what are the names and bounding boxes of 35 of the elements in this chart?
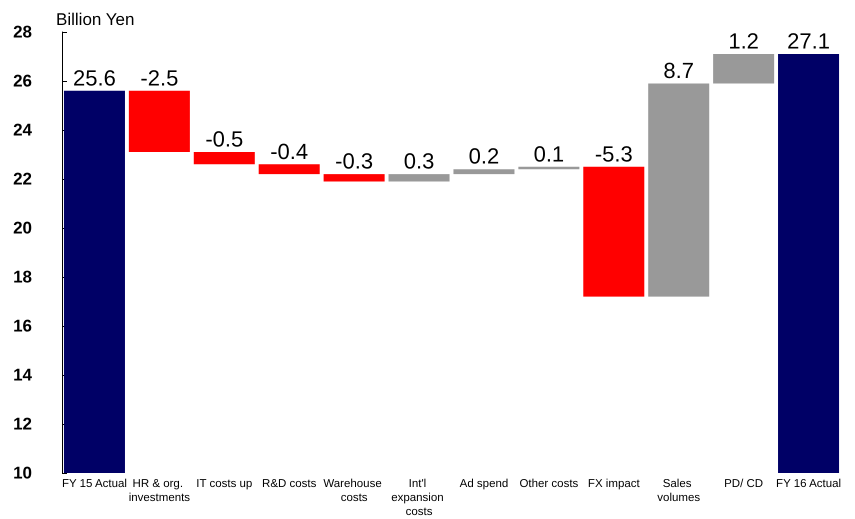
x-tick-label: FX impact — [588, 478, 640, 490]
x-tick-label: Ad spend — [460, 478, 508, 490]
data-label: 0.2 — [468, 144, 500, 169]
y-axis-title: Billion Yen — [56, 10, 134, 29]
y-tick-label: 12 — [13, 414, 32, 434]
y-tick-label: 20 — [13, 218, 32, 238]
x-tick-label: Sales volumes — [657, 478, 700, 504]
y-tick-label: 14 — [13, 366, 33, 384]
x-tick-label: FY 16 Actual — [776, 478, 842, 490]
data-label: 25.6 — [73, 65, 116, 90]
data-label: -0.3 — [335, 148, 374, 174]
x-tick-label: IT costs up — [196, 478, 252, 490]
x-tick-label: Int'l expansion costs — [391, 478, 447, 518]
data-label: -2.5 — [140, 65, 178, 90]
x-tick-label: Other costs — [519, 478, 579, 490]
x-tick-label: R&D costs — [262, 478, 317, 490]
data-label: 8.7 — [663, 58, 694, 83]
data-label: 0.3 — [404, 148, 434, 174]
x-tick-label: HR & org. investments — [128, 478, 190, 504]
y-tick-label: 26 — [13, 72, 32, 90]
data-label: 0.1 — [534, 141, 564, 166]
data-label: -0.4 — [270, 138, 308, 164]
x-tick-label: FY 15 Actual — [62, 478, 127, 490]
data-label: -5.3 — [594, 141, 633, 166]
x-tick-label: PD/ CD — [724, 478, 764, 490]
data-label: 27.1 — [787, 28, 830, 54]
y-tick-label: 24 — [13, 120, 33, 140]
y-tick-label: 22 — [13, 170, 32, 188]
x-tick-label: Warehouse costs — [323, 478, 385, 504]
y-tick-label: 10 — [13, 464, 32, 482]
y-tick-label: 16 — [13, 316, 32, 336]
data-label: -0.5 — [205, 126, 244, 152]
y-tick-label: 18 — [13, 268, 32, 286]
y-tick-label: 28 — [13, 22, 32, 42]
data-label: 1.2 — [728, 28, 759, 54]
